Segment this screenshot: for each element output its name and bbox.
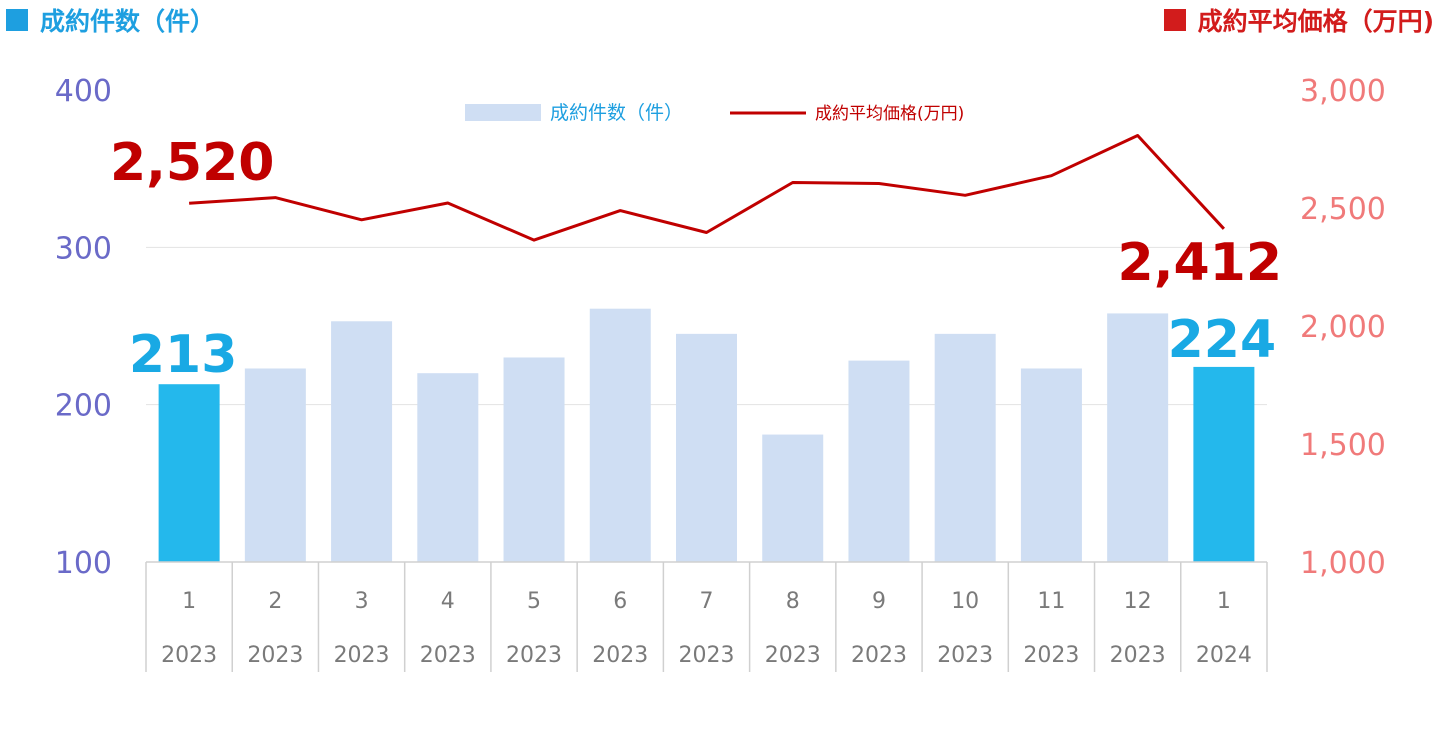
x-tick-month: 5 [527,589,541,614]
right-axis-tick-label: 1,500 [1300,428,1386,463]
bar [589,308,651,562]
x-tick-month: 6 [613,589,627,614]
bar [1193,366,1255,562]
legend-bar-swatch [465,104,541,121]
price-line [189,134,1225,242]
price-label-last: 2,412 [1118,233,1282,293]
right-axis-tick-label: 2,000 [1300,310,1386,345]
legend-line-label: 成約平均価格(万円) [815,104,964,124]
x-tick-year: 2023 [765,643,821,668]
legend-bar-label: 成約件数（件） [550,102,683,124]
right-axis-tick-label: 3,000 [1300,74,1386,109]
x-tick-month: 2 [268,589,282,614]
x-tick-month: 11 [1037,589,1065,614]
left-axis-title: 成約件数（件） [6,0,215,40]
x-tick-month: 4 [441,589,455,614]
x-tick-year: 2023 [247,643,303,668]
bar [158,384,220,562]
count-label-last: 224 [1168,310,1277,370]
x-tick-year: 2023 [334,643,390,668]
x-tick-month: 3 [355,589,369,614]
x-tick-month: 10 [951,589,979,614]
x-tick-year: 2023 [1110,643,1166,668]
right-axis-tick-label: 1,000 [1300,546,1386,581]
bar [934,333,996,562]
bar [417,373,479,562]
x-tick-year: 2024 [1196,643,1252,668]
left-axis-tick-label: 400 [55,74,112,109]
price-label-first: 2,520 [110,133,274,193]
x-tick-year: 2023 [592,643,648,668]
x-tick-month: 12 [1124,589,1152,614]
x-tick-year: 2023 [161,643,217,668]
x-tick-year: 2023 [1023,643,1079,668]
left-axis-title-text: 成約件数（件） [40,7,216,36]
red-square-icon [1163,9,1186,31]
x-tick-month: 9 [872,589,886,614]
x-tick-year: 2023 [679,643,735,668]
x-tick-month: 1 [182,589,196,614]
count-label-first: 213 [129,325,238,385]
x-tick-year: 2023 [506,643,562,668]
x-tick-year: 2023 [851,643,907,668]
bar [331,321,393,562]
bar [503,357,565,562]
bar [244,368,306,562]
bar [676,333,737,562]
x-tick-year: 2023 [420,643,476,668]
right-axis-title: 成約平均価格（万円) [1163,0,1434,40]
x-tick-month: 7 [700,589,714,614]
x-tick-year: 2023 [937,643,993,668]
left-axis-tick-label: 200 [55,389,112,424]
x-tick-month: 8 [786,589,800,614]
x-tick-month: 1 [1217,589,1231,614]
blue-square-icon [6,9,28,31]
left-axis-tick-label: 300 [55,231,112,266]
left-axis-tick-label: 100 [55,546,112,581]
bar [1107,313,1169,562]
bar [848,360,910,562]
bar [1020,368,1082,562]
right-axis-title-text: 成約平均価格（万円) [1197,7,1434,36]
bar [762,434,824,562]
right-axis-tick-label: 2,500 [1300,192,1386,227]
